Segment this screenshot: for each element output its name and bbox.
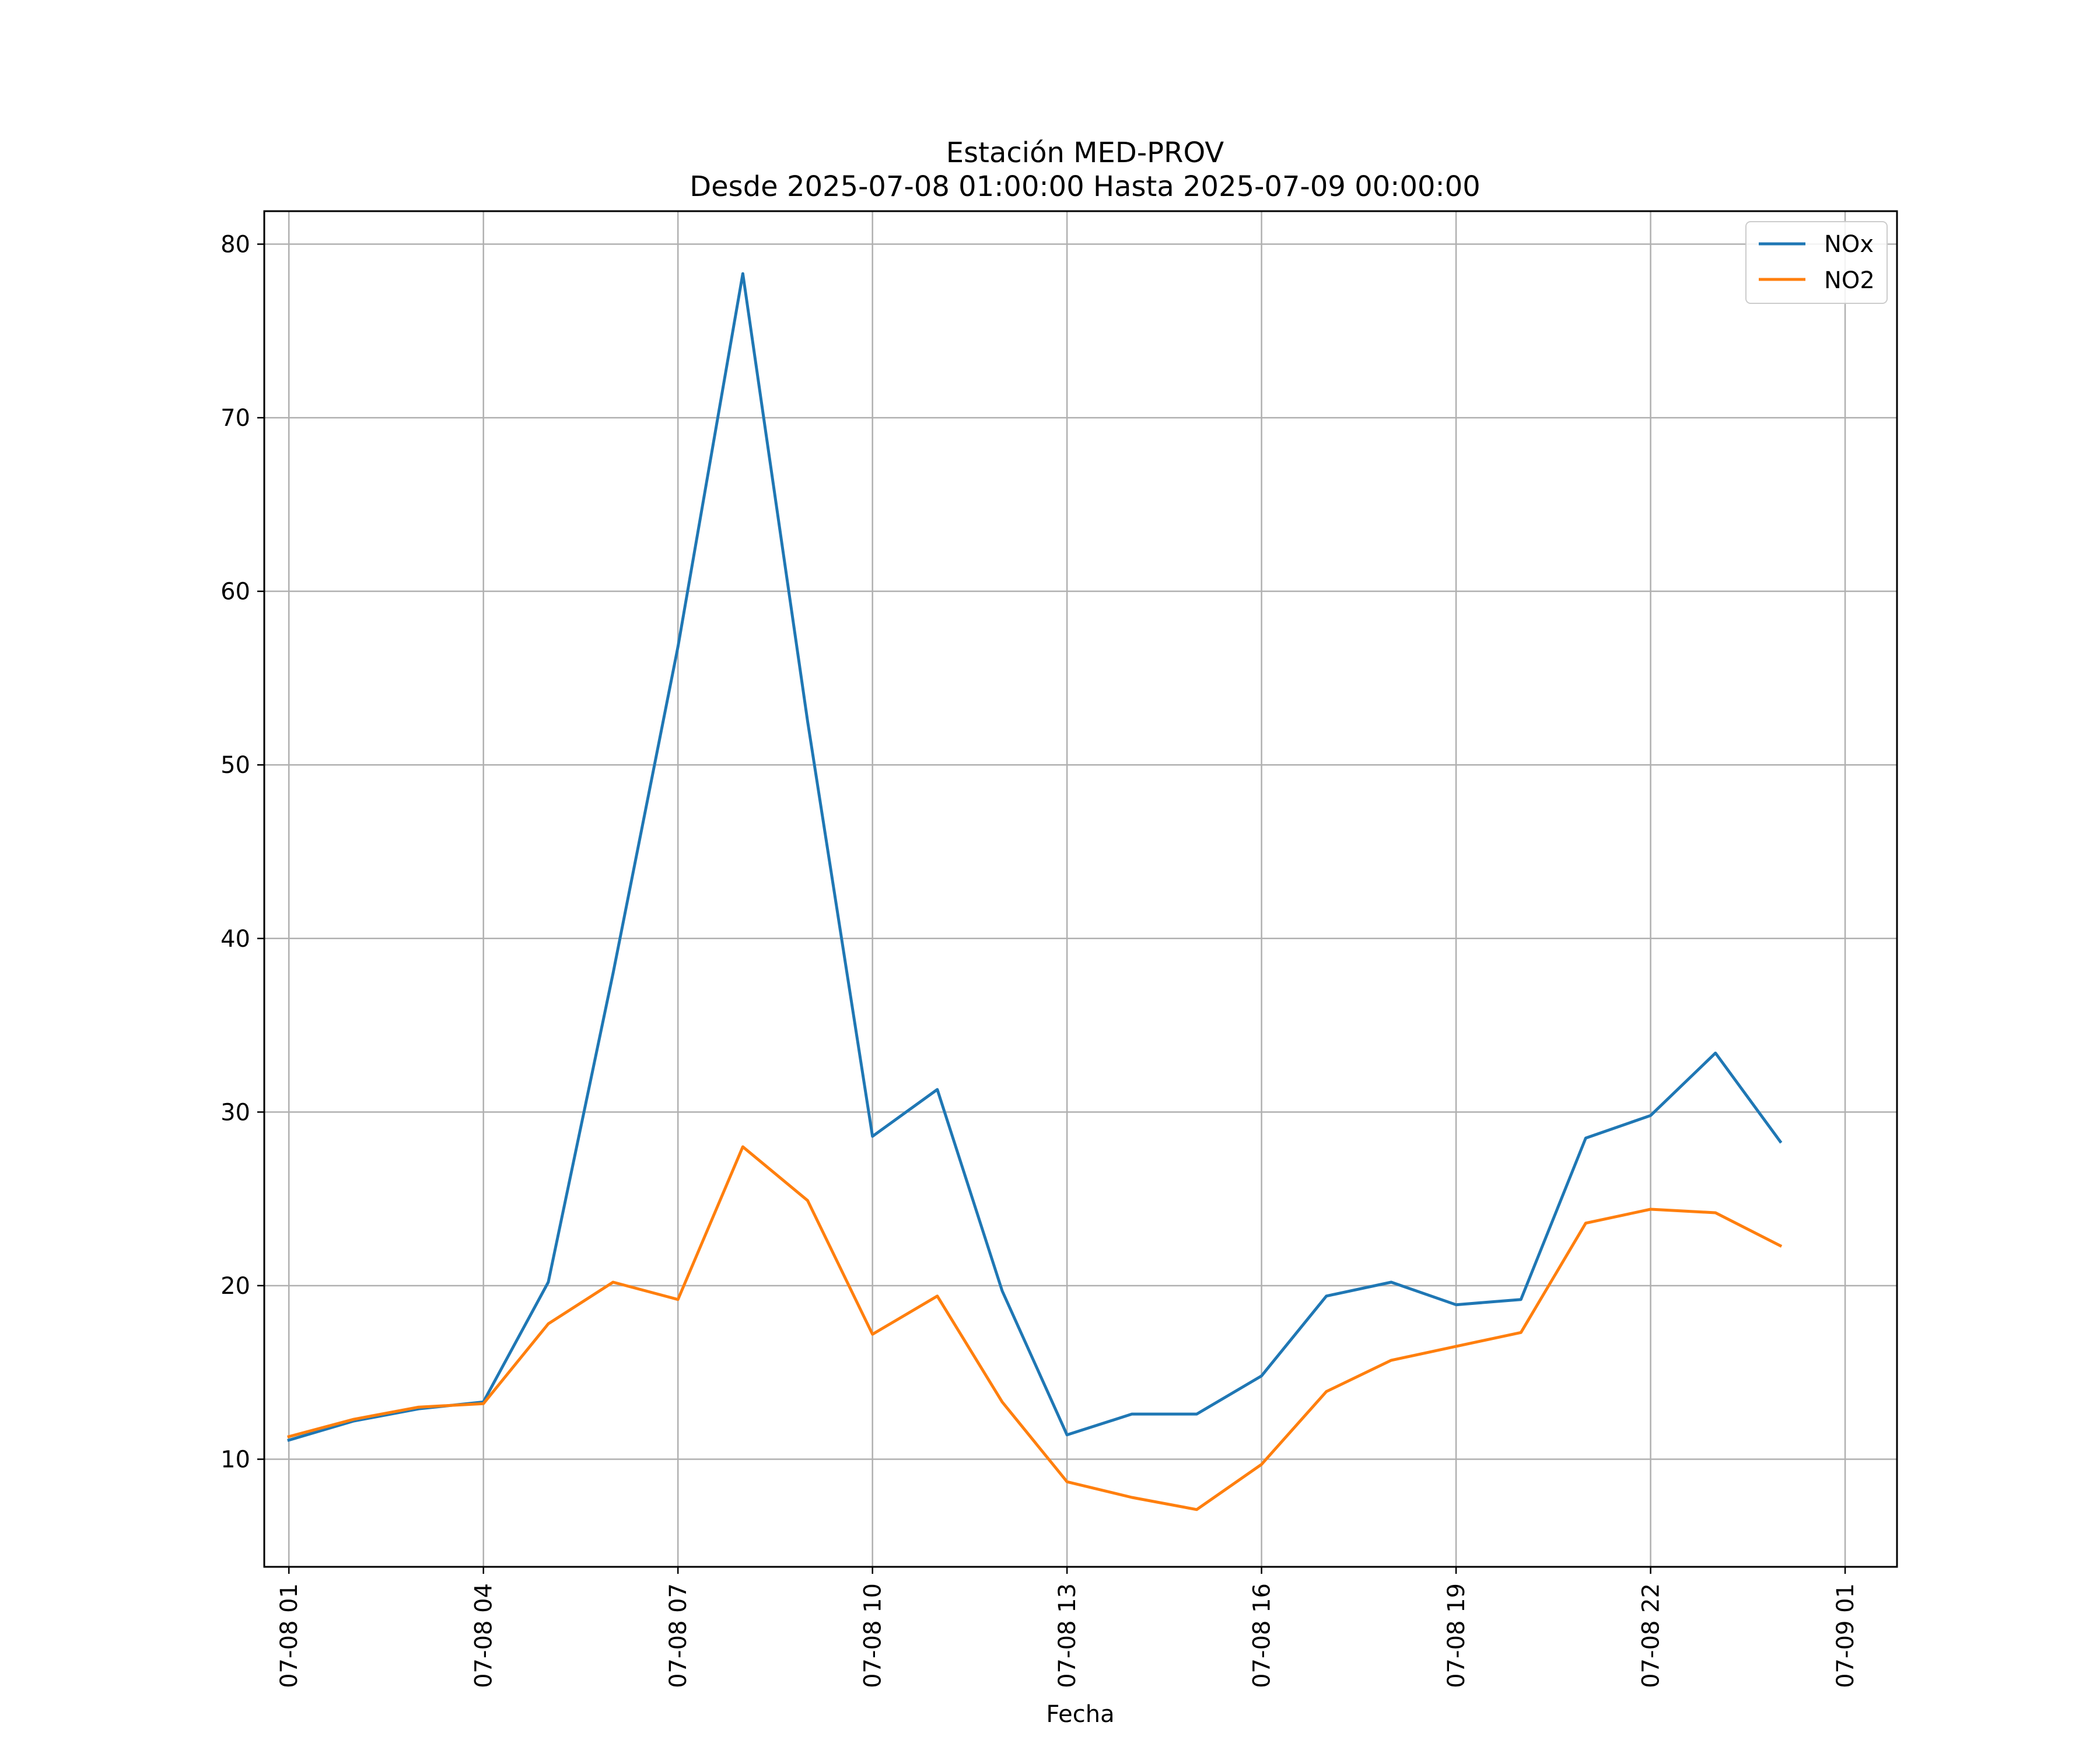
- y-tick-label: 40: [220, 926, 250, 953]
- y-tick-label: 70: [220, 405, 250, 432]
- x-tick-label: 07-08 07: [665, 1583, 692, 1688]
- x-tick-label: 07-08 16: [1249, 1583, 1276, 1688]
- y-tick-label: 60: [220, 579, 250, 606]
- plot-frame: [263, 210, 1898, 1568]
- y-tick-label: 30: [220, 1099, 250, 1126]
- y-tick-label: 50: [220, 752, 250, 779]
- y-tick-label: 10: [220, 1447, 250, 1474]
- legend-label-no2: NO2: [1824, 267, 1875, 294]
- x-tick-label: 07-08 01: [276, 1583, 303, 1688]
- x-tick-label: 07-08 13: [1054, 1583, 1081, 1688]
- x-tick-label: 07-08 04: [471, 1583, 498, 1688]
- y-tick-label: 80: [220, 232, 250, 258]
- x-tick-label: 07-08 10: [860, 1583, 887, 1688]
- series-line-nox: [287, 272, 1783, 1442]
- legend-box: [1745, 221, 1888, 304]
- x-tick-label: 07-09 01: [1832, 1583, 1859, 1688]
- legend: NOx NO2: [1745, 221, 1888, 304]
- x-axis-label: Fecha: [1046, 1701, 1114, 1728]
- series-line-no2: [287, 1145, 1783, 1511]
- series-lines: [287, 272, 1783, 1511]
- chart-subtitle: Desde 2025-07-08 01:00:00 Hasta 2025-07-…: [690, 170, 1480, 203]
- axis-ticks: 07-08 01 07-08 04 07-08 07 07-08 10 07-08 13…: [220, 232, 1859, 1688]
- chart-title: Estación MED-PROV: [946, 136, 1224, 169]
- x-tick-label: 07-08 22: [1638, 1583, 1665, 1688]
- x-tick-label: 07-08 19: [1443, 1583, 1470, 1688]
- grid: [264, 211, 1897, 1567]
- legend-label-nox: NOx: [1824, 231, 1874, 258]
- y-tick-label: 20: [220, 1273, 250, 1300]
